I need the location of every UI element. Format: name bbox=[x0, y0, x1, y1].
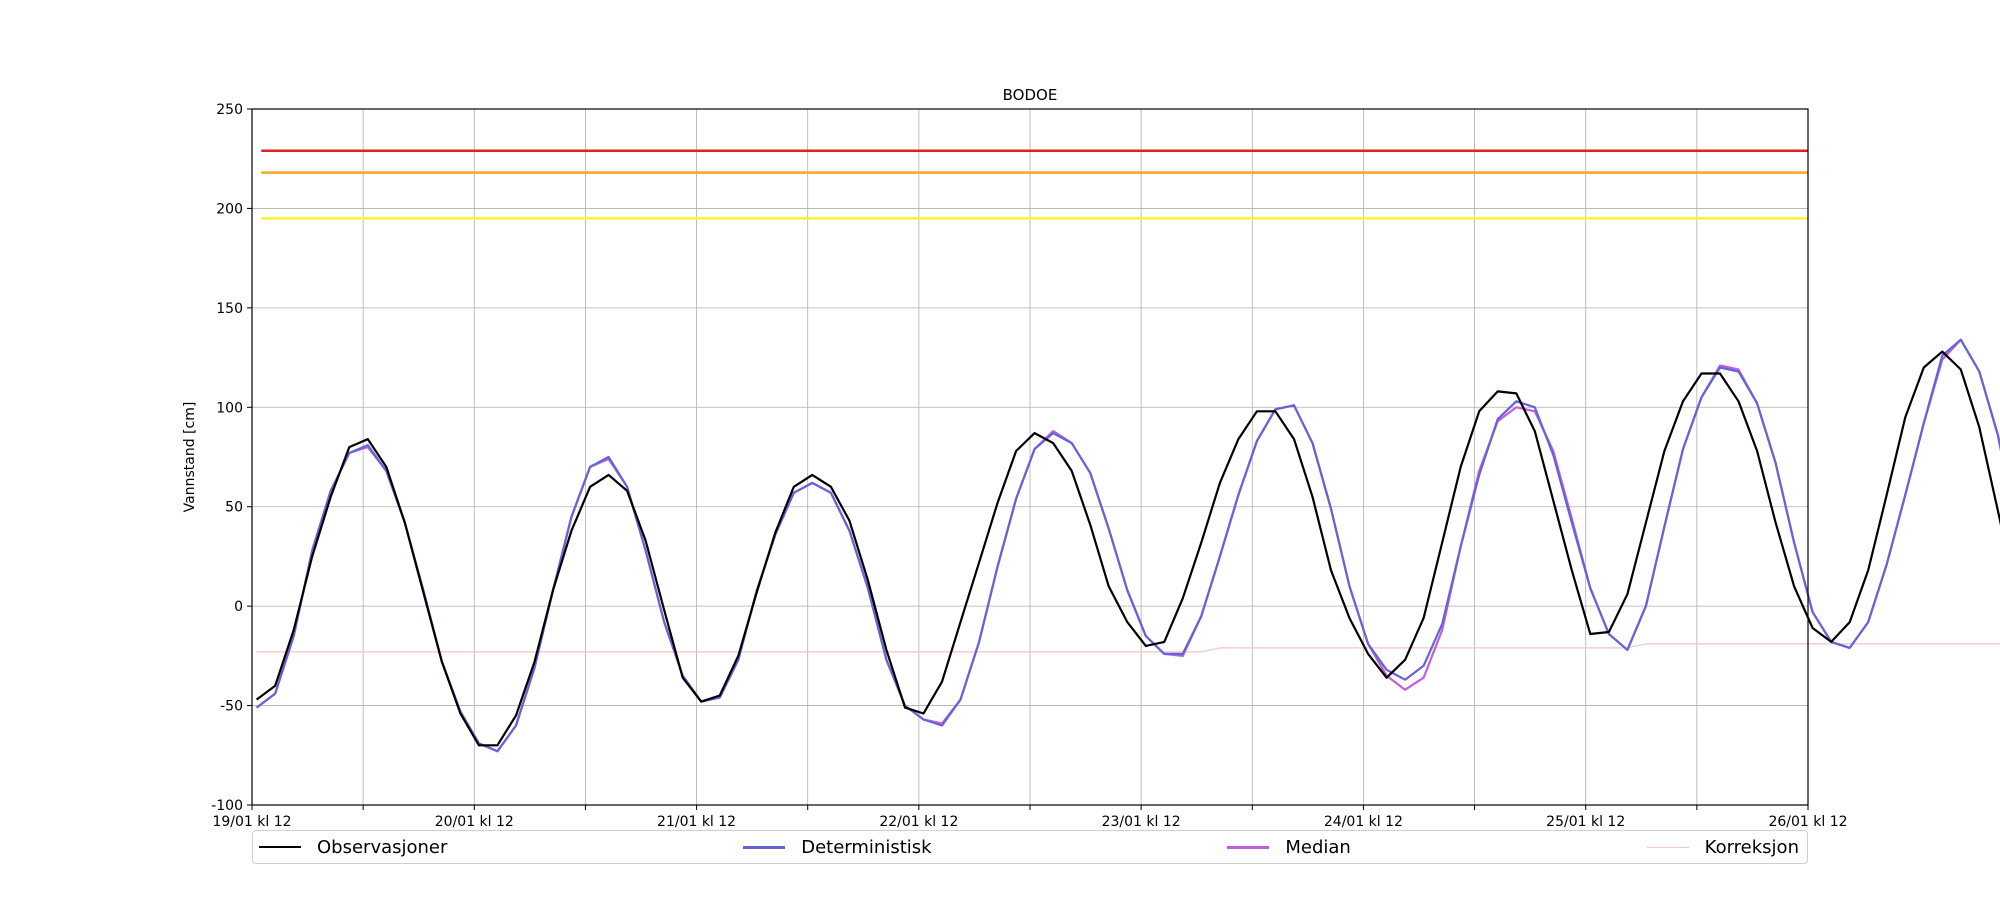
y-ticks: -100 -50 0 50 100 150 200 250 bbox=[211, 102, 252, 814]
legend-swatch-observasjoner bbox=[259, 846, 301, 848]
y-tick-label: 150 bbox=[216, 301, 243, 317]
x-tick-label: 19/01 kl 12 bbox=[212, 814, 291, 830]
x-tick-label: 24/01 kl 12 bbox=[1324, 814, 1403, 830]
y-tick-label: 250 bbox=[216, 102, 243, 118]
legend-swatch-median bbox=[1227, 845, 1270, 849]
series-line-korreksjon bbox=[256, 643, 2000, 653]
x-tick-label: 23/01 kl 12 bbox=[1102, 814, 1181, 830]
legend-label-korreksjon: Korreksjon bbox=[1704, 836, 1799, 858]
legend-item-median: Median bbox=[1227, 836, 1351, 858]
legend-label-deterministisk: Deterministisk bbox=[801, 836, 932, 858]
threshold-lines bbox=[261, 149, 1808, 220]
y-tick-label: 0 bbox=[234, 599, 243, 615]
x-tick-label: 21/01 kl 12 bbox=[657, 814, 736, 830]
x-tick-label: 22/01 kl 12 bbox=[879, 814, 958, 830]
x-tick-label: 26/01 kl 12 bbox=[1768, 814, 1847, 830]
chart-title: BODOE bbox=[1003, 86, 1058, 104]
series-lines bbox=[255, 338, 2000, 753]
y-tick-label: 200 bbox=[216, 201, 243, 217]
legend-label-median: Median bbox=[1285, 836, 1351, 858]
y-tick-label: -100 bbox=[211, 798, 243, 814]
x-tick-label: 20/01 kl 12 bbox=[435, 814, 514, 830]
legend: Observasjoner Deterministisk Median Korr… bbox=[252, 830, 1808, 864]
y-axis-label: Vannstand [cm] bbox=[182, 402, 198, 513]
y-tick-label: 100 bbox=[216, 400, 243, 416]
y-tick-label: -50 bbox=[220, 699, 243, 715]
legend-swatch-korreksjon bbox=[1646, 846, 1689, 848]
legend-item-deterministisk: Deterministisk bbox=[743, 836, 932, 858]
series-line-observasjoner bbox=[255, 350, 2000, 747]
x-ticks: 19/01 kl 12 20/01 kl 12 21/01 kl 12 22/01 k… bbox=[212, 805, 1848, 830]
y-tick-label: 50 bbox=[225, 500, 243, 516]
legend-swatch-deterministisk bbox=[743, 845, 786, 849]
x-tick-label: 25/01 kl 12 bbox=[1546, 814, 1625, 830]
legend-item-observasjoner: Observasjoner bbox=[259, 837, 447, 858]
grid bbox=[251, 108, 1809, 806]
legend-label-observasjoner: Observasjoner bbox=[317, 836, 448, 858]
legend-item-korreksjon: Korreksjon bbox=[1646, 836, 1799, 858]
